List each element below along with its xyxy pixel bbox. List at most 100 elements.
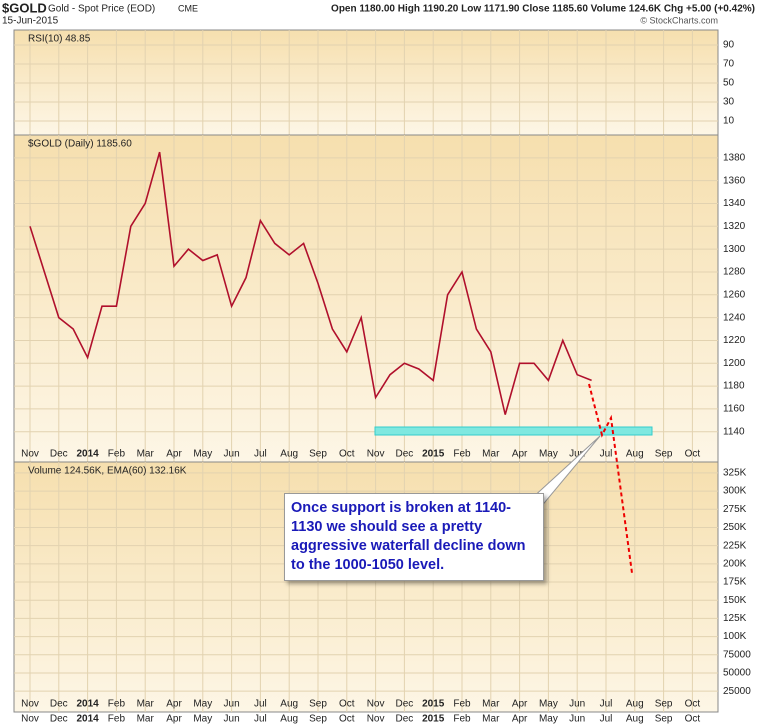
x-tick-label: Jun <box>569 449 585 460</box>
x-tick-label: Apr <box>512 714 528 725</box>
x-tick-label: Sep <box>655 714 673 725</box>
x-tick-label: Apr <box>166 699 182 710</box>
x-tick-label: May <box>193 449 212 460</box>
x-tick-label: 2015 <box>422 699 445 710</box>
x-tick-label: Dec <box>396 714 414 725</box>
y-tick-label: 75000 <box>723 649 751 660</box>
annotation: Once support is broken at 1140-1130 we s… <box>284 493 544 581</box>
y-tick-label: 1160 <box>723 404 745 415</box>
x-tick-label: May <box>539 699 558 710</box>
x-tick-label: Nov <box>21 714 39 725</box>
x-tick-label: Jul <box>600 714 613 725</box>
quote: Open 1180.00 High 1190.20 Low 1171.90 Cl… <box>331 4 755 15</box>
price-line <box>29 151 592 415</box>
x-tick-label: May <box>193 714 212 725</box>
symbol: $GOLD <box>2 0 47 15</box>
y-tick-label: 1380 <box>723 152 746 163</box>
y-tick-label: 300K <box>723 486 747 497</box>
y-tick-label: 10 <box>723 116 735 127</box>
x-tick-label: Sep <box>309 449 327 460</box>
panels: 10 30 50 70 90 RSI(10) 48.85 1140 1160 1180 1200 1… <box>13 29 751 725</box>
x-tick-label: Sep <box>655 699 673 710</box>
x-tick-label: Feb <box>453 449 471 460</box>
y-tick-label: 1360 <box>723 175 746 186</box>
x-tick-label: Jul <box>254 699 267 710</box>
x-tick-label: Nov <box>367 714 385 725</box>
y-tick-label: 25000 <box>723 686 751 697</box>
x-tick-label: Feb <box>108 699 126 710</box>
x-tick-label: Apr <box>512 699 528 710</box>
x-tick-label: May <box>193 699 212 710</box>
x-tick-label: Jun <box>224 449 240 460</box>
x-tick-label: Aug <box>626 449 644 460</box>
x-tick-label: 2014 <box>76 714 99 725</box>
x-tick-label: Aug <box>626 699 644 710</box>
x-tick-label: Mar <box>482 699 500 710</box>
x-tick-label: Mar <box>137 714 155 725</box>
panel-bg <box>13 134 719 463</box>
x-tick-label: Oct <box>339 699 355 710</box>
name: Gold - Spot Price (EOD) <box>48 4 155 15</box>
x-tick-label: 2015 <box>422 714 445 725</box>
x-tick-label: Mar <box>482 449 500 460</box>
x-tick-label: Aug <box>280 449 298 460</box>
x-tick-label: 2014 <box>76 699 99 710</box>
y-tick-label: 150K <box>723 595 747 606</box>
y-tick-label: 30 <box>723 97 735 108</box>
y-tick-label: 1200 <box>723 358 746 369</box>
x-tick-label: Jun <box>224 714 240 725</box>
y-tick-label: 50000 <box>723 668 751 679</box>
y-tick-label: 125K <box>723 613 747 624</box>
panel-title: $GOLD (Daily) 1185.60 <box>28 139 132 150</box>
x-tick-label: Feb <box>108 714 126 725</box>
support-zone <box>374 426 653 436</box>
x-tick-label: Apr <box>166 449 182 460</box>
y-tick-label: 175K <box>723 577 747 588</box>
y-tick-label: 1140 <box>723 426 745 437</box>
x-tick-label: Mar <box>482 714 500 725</box>
x-tick-label: Jul <box>254 714 267 725</box>
y-tick-label: 1260 <box>723 289 746 300</box>
y-tick-label: 250K <box>723 522 747 533</box>
x-tick-label: Jun <box>224 699 240 710</box>
y-tick-label: 275K <box>723 504 747 515</box>
x-tick-label: Nov <box>367 699 385 710</box>
y-tick-label: 100K <box>723 631 747 642</box>
x-tick-label: Mar <box>137 699 155 710</box>
x-tick-label: Aug <box>280 699 298 710</box>
date: 15-Jun-2015 <box>2 16 59 27</box>
y-tick-label: 70 <box>723 59 735 70</box>
x-tick-label: Oct <box>685 714 701 725</box>
x-tick-label: Oct <box>339 449 355 460</box>
y-tick-label: 1320 <box>723 221 746 232</box>
x-tick-label: Jul <box>600 449 613 460</box>
x-tick-label: Jun <box>569 714 585 725</box>
x-tick-label: Feb <box>108 449 126 460</box>
y-tick-label: 1180 <box>723 381 745 392</box>
x-tick-label: Jul <box>600 699 613 710</box>
panel-bg <box>13 29 719 136</box>
x-tick-label: Sep <box>655 449 673 460</box>
y-tick-label: 50 <box>723 78 735 89</box>
x-tick-label: Feb <box>453 714 471 725</box>
y-tick-label: 225K <box>723 540 747 551</box>
y-tick-label: 1220 <box>723 335 746 346</box>
x-tick-label: Dec <box>50 714 68 725</box>
panel-title: RSI(10) 48.85 <box>28 34 91 45</box>
x-tick-label: Nov <box>21 699 39 710</box>
x-tick-label: Sep <box>309 714 327 725</box>
projection <box>588 383 633 574</box>
y-tick-label: 1340 <box>723 198 746 209</box>
panel-title: Volume 124.56K, EMA(60) 132.16K <box>28 466 187 477</box>
y-tick-label: 1240 <box>723 312 746 323</box>
y-tick-label: 90 <box>723 40 735 51</box>
x-tick-label: Oct <box>339 714 355 725</box>
x-tick-label: Nov <box>21 449 39 460</box>
y-tick-label: 200K <box>723 558 747 569</box>
y-tick-label: 325K <box>723 468 747 479</box>
x-tick-label: Dec <box>50 699 68 710</box>
x-tick-label: Jul <box>254 449 267 460</box>
y-tick-label: 1300 <box>723 244 746 255</box>
